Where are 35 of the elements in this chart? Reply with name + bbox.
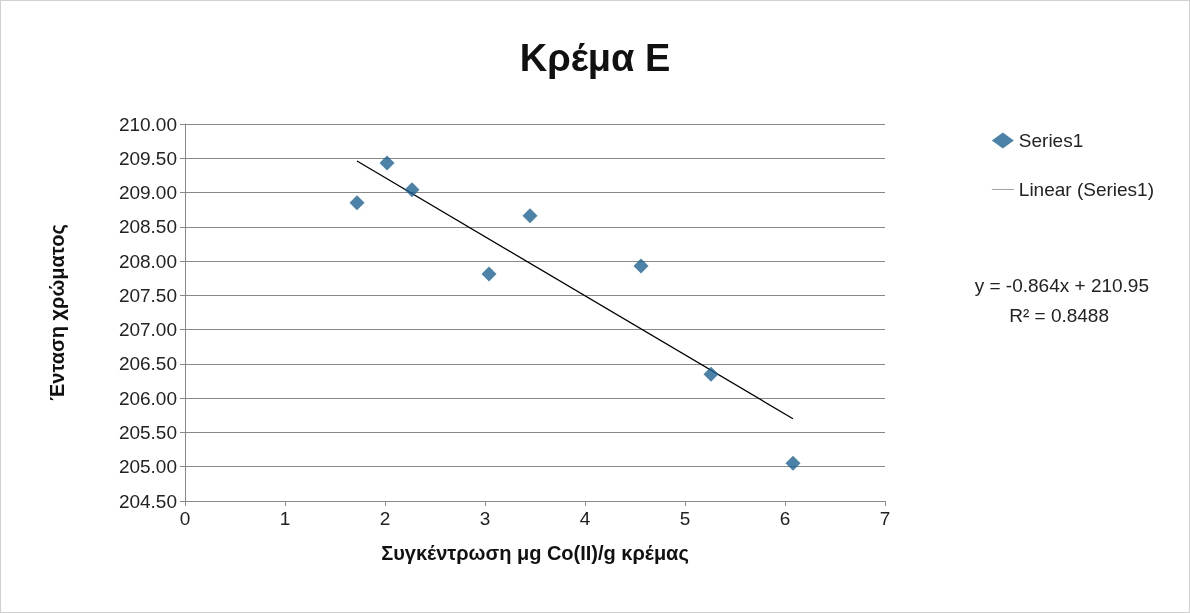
x-tick-label: 5 xyxy=(679,508,691,529)
point xyxy=(785,455,801,471)
y-tick-label: 207.00 xyxy=(118,319,177,341)
y-tick-label: 209.00 xyxy=(118,182,177,204)
y-tick-label: 205.50 xyxy=(118,421,177,443)
x-tick-label: 0 xyxy=(179,508,191,529)
text: y = -0.864x + 210.95 xyxy=(974,275,1149,296)
y-tick-label: 206.00 xyxy=(118,387,177,409)
y-tick-label: 206.50 xyxy=(118,353,177,375)
x-tick-label: 7 xyxy=(879,508,891,529)
point xyxy=(379,155,395,171)
legend-label: Series1 xyxy=(1018,130,1084,151)
text: R² = 0.8488 xyxy=(1009,305,1110,326)
x-tick-label: 3 xyxy=(479,508,491,529)
y-tick-label: 208.50 xyxy=(118,216,177,238)
y-tick-label: 210.00 xyxy=(118,113,177,135)
y-tick-label: 204.50 xyxy=(118,490,177,512)
x-tick-label: 4 xyxy=(579,508,591,529)
point xyxy=(633,258,649,274)
x-tick-label: 1 xyxy=(279,508,291,529)
point xyxy=(703,366,719,382)
y-tick-label: 207.50 xyxy=(118,284,177,306)
y-tick-label: 205.00 xyxy=(118,456,177,478)
point xyxy=(404,182,420,198)
legend-label: Linear (Series1) xyxy=(1018,179,1154,200)
x-axis-title: Συγκέντρωση μg Co(II)/g κρέμας xyxy=(381,542,689,564)
point xyxy=(349,195,365,211)
point xyxy=(522,208,538,224)
chart-title: Κρέμα E xyxy=(519,37,671,79)
y-tick-label: 208.00 xyxy=(118,250,177,272)
y-tick-label: 209.50 xyxy=(118,147,177,169)
x-tick-label: 2 xyxy=(379,508,391,529)
point xyxy=(481,266,497,282)
x-tick-label: 6 xyxy=(779,508,791,529)
y-axis-title: Ένταση χρώματος xyxy=(46,224,68,401)
